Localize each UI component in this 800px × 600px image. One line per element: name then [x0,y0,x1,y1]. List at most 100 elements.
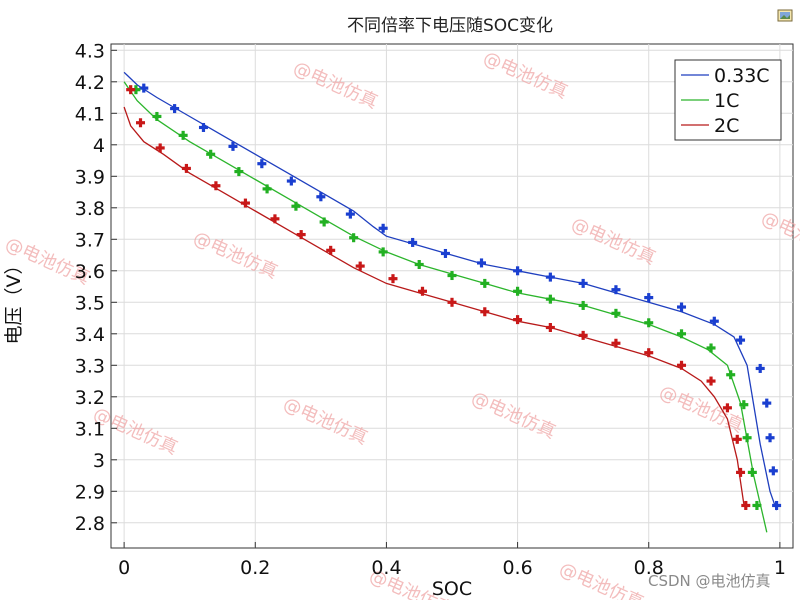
data-point-1C [319,217,329,227]
legend-label-0.33C: 0.33C [714,65,770,87]
data-point-0.33C [772,500,782,510]
data-point-1C [206,149,216,159]
x-axis: 0 0.2 0.4 0.6 0.8 1 [118,542,786,579]
data-point-1C [706,343,716,353]
data-point-2C [677,360,687,370]
data-point-0.33C [477,258,487,268]
data-point-2C [296,230,306,240]
y-tick-label: 4.1 [75,103,105,125]
data-point-2C [211,181,221,191]
y-tick-label: 3.4 [75,324,105,346]
data-point-0.33C [198,122,208,132]
x-tick-label: 1 [774,557,786,579]
y-tick-label: 4.3 [75,40,105,62]
data-point-1C [739,400,749,410]
data-point-1C [747,467,757,477]
data-point-0.33C [170,104,180,114]
x-tick-label: 0 [118,557,130,579]
data-point-0.33C [316,192,326,202]
data-point-1C [742,433,752,443]
data-point-1C [677,329,687,339]
data-point-2C [326,245,336,255]
x-tick-label: 0.2 [240,557,270,579]
data-point-2C [545,323,555,332]
data-point-1C [414,260,424,269]
data-point-0.33C [345,209,355,219]
data-point-1C [578,300,588,310]
data-point-2C [611,338,621,348]
y-tick-label: 3.5 [75,292,105,314]
data-point-0.33C [768,466,778,476]
x-tick-label: 0.8 [634,557,664,579]
data-point-2C [578,330,588,340]
data-point-1C [262,184,272,194]
data-point-0.33C [755,363,765,373]
data-point-2C [736,467,746,477]
data-point-2C [480,307,490,317]
data-point-1C [644,318,654,328]
y-tick-label: 3 [93,450,105,472]
y-axis-label: 电压（V） [3,256,25,345]
y-tick-label: 3.7 [75,229,105,251]
data-point-2C [136,118,146,128]
data-point-1C [447,271,457,281]
data-point-1C [291,201,301,211]
y-tick-label: 3.3 [75,355,105,377]
legend-label-2C: 2C [714,115,739,137]
y-tick-label: 2.8 [75,513,105,535]
data-point-0.33C [762,398,772,408]
legend-label-1C: 1C [714,90,739,112]
data-point-1C [378,247,388,257]
x-tick-label: 0.4 [371,557,401,579]
data-point-0.33C [736,335,746,345]
y-tick-label: 3.8 [75,198,105,220]
data-point-0.33C [228,141,238,151]
legend: 0.33C 1C 2C [674,59,782,141]
x-tick-label: 0.6 [502,557,532,579]
series-line-0.33C [123,71,778,511]
data-point-1C [131,85,141,95]
data-point-1C [234,167,244,177]
data-point-2C [155,143,165,153]
data-point-0.33C [644,293,654,303]
data-point-0.33C [545,272,555,282]
y-tick-label: 4.2 [75,72,105,94]
data-point-0.33C [378,223,388,233]
data-point-2C [706,376,716,386]
y-tick-label: 2.9 [75,481,105,503]
data-point-1C [726,370,736,380]
data-point-1C [513,286,523,296]
data-point-0.33C [677,302,687,312]
data-point-2C [388,274,398,284]
data-point-0.33C [765,433,775,443]
y-tick-label: 3.1 [75,418,105,440]
data-point-2C [181,163,191,173]
data-point-0.33C [286,176,296,186]
y-tick-label: 3.9 [75,166,105,188]
y-axis: 2.8 2.9 3 3.1 3.2 3.3 3.4 3.5 3.6 3.7 3.8 3.9 4 4.1 4.… [75,40,117,535]
data-point-0.33C [709,316,719,326]
data-point-2C [644,348,654,358]
data-point-2C [417,286,427,296]
chart-title: 不同倍率下电压随SOC变化 [347,16,553,36]
series-layer [123,71,782,533]
credit-text: CSDN @电池仿真 [648,572,771,590]
data-point-1C [152,111,162,121]
data-point-2C [722,403,732,413]
data-point-2C [741,500,751,510]
data-point-2C [270,214,280,224]
data-point-2C [126,85,136,95]
y-tick-label: 4 [93,135,105,157]
data-point-0.33C [440,248,450,258]
image-icon[interactable] [777,9,793,22]
data-point-0.33C [578,278,588,288]
data-point-1C [752,500,762,510]
data-point-2C [240,198,250,208]
x-axis-label: SOC [432,578,472,600]
data-point-0.33C [408,237,418,247]
data-point-2C [513,315,523,325]
data-point-0.33C [611,285,621,295]
y-tick-label: 3.2 [75,387,105,409]
data-point-2C [447,297,457,307]
